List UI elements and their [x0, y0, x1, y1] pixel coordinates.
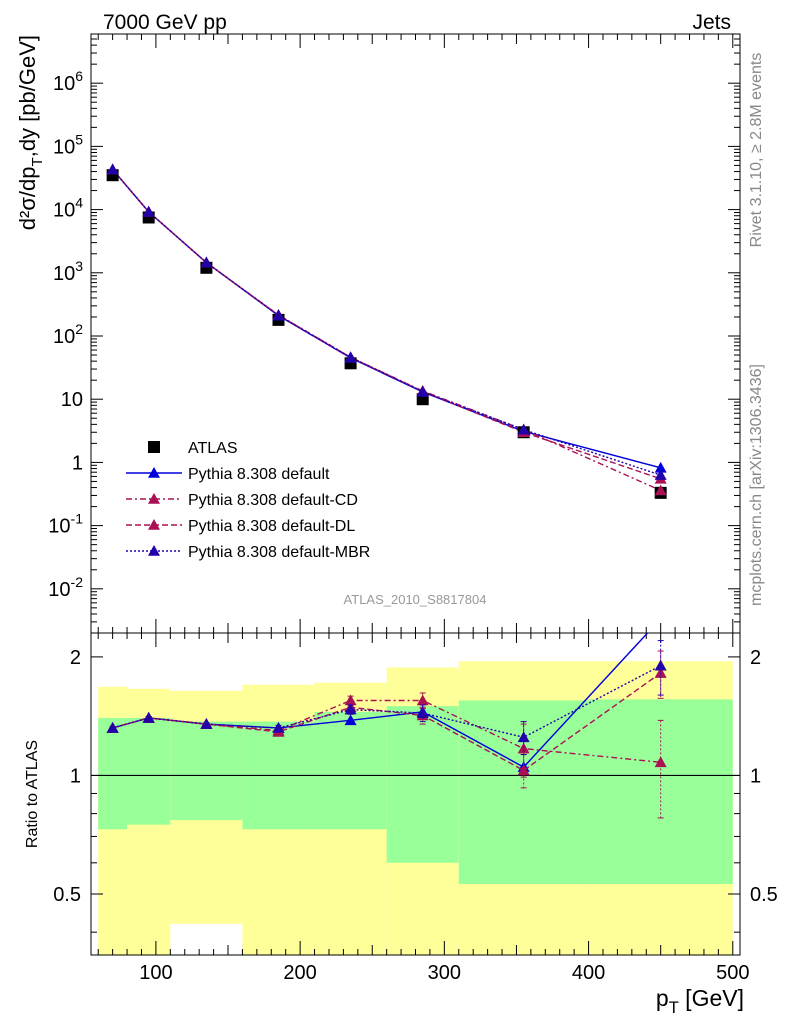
- ratio-point-3: [654, 659, 667, 671]
- rivet-label: Rivet 3.1.10, ≥ 2.8M events: [748, 53, 765, 248]
- green-band-bin: [170, 721, 243, 821]
- header-left: 7000 GeV pp: [103, 11, 227, 34]
- y-tick-label: 1: [72, 452, 83, 474]
- data-point-4: [142, 205, 155, 217]
- ratio-point-3: [416, 707, 429, 718]
- data-point-4: [654, 469, 667, 480]
- series-line-1: [112, 169, 661, 469]
- ratio-y-tick-label: 1: [70, 765, 81, 787]
- data-point-1: [654, 461, 667, 473]
- y-tick-label: 10-1: [48, 511, 83, 538]
- legend: ATLAS Pythia 8.308 default Pythia 8.308 de…: [126, 440, 370, 561]
- ratio-y-tick-label: 0.5: [53, 884, 81, 906]
- mcplots-label: mcplots.cern.ch [arXiv:1306.3436]: [748, 364, 765, 606]
- ratio-point-3: [200, 718, 213, 729]
- data-point-4: [416, 385, 429, 397]
- ratio-point-2: [517, 764, 530, 776]
- main-series-group: [106, 163, 667, 499]
- y-tick-label: 106: [53, 68, 83, 95]
- series-line-4: [112, 169, 661, 476]
- ratio-point-0: [655, 613, 667, 624]
- x-tick-label: 400: [572, 962, 605, 984]
- green-band-bin: [127, 717, 171, 825]
- ratio-line-2: [112, 672, 662, 772]
- y-tick-label: 10: [61, 389, 83, 411]
- data-point-4: [106, 163, 119, 175]
- ratio-point-3: [517, 731, 530, 743]
- ratio-point-3: [106, 721, 119, 733]
- legend-label-4: Pythia 8.308 default-MBR: [188, 544, 370, 561]
- ratio-point-0: [344, 714, 357, 726]
- ratio-point-2: [654, 667, 667, 678]
- y-tick-label: 103: [53, 258, 83, 285]
- y-tick-label: 105: [53, 131, 83, 158]
- legend-label-3: Pythia 8.308 default-DL: [188, 518, 355, 535]
- legend-marker-2: [148, 493, 160, 504]
- data-point-2: [654, 484, 667, 496]
- green-band-bin: [98, 717, 128, 830]
- data-point-4: [272, 309, 285, 321]
- data-point-4: [344, 351, 357, 363]
- ratio-line-3: [112, 665, 662, 739]
- green-band-bin: [588, 699, 733, 885]
- ratio-series-group: [106, 613, 667, 819]
- y-tick-label: 10-2: [48, 574, 83, 601]
- ratio-point-1: [517, 742, 530, 754]
- analysis-label: ATLAS_2010_S8817804: [344, 592, 487, 607]
- green-band-bin: [386, 706, 459, 863]
- legend-label-2: Pythia 8.308 default-CD: [188, 492, 358, 509]
- ratio-point-3: [142, 711, 155, 723]
- ratio-point-1: [654, 756, 667, 768]
- series-line-3: [112, 169, 661, 480]
- x-tick-label: 300: [428, 962, 461, 984]
- legend-marker-1: [148, 467, 160, 478]
- data-point-4: [517, 423, 530, 435]
- legend-label-1: Pythia 8.308 default: [188, 466, 330, 483]
- ratio-point-3: [344, 703, 357, 715]
- ratio-y-axis-label: Ratio to ATLAS: [24, 740, 41, 848]
- data-point-4: [200, 256, 213, 268]
- header-right: Jets: [692, 11, 731, 34]
- ratio-point-3: [272, 721, 285, 733]
- ratio-y-tick-label: 0.5: [750, 884, 778, 906]
- legend-marker-4: [148, 545, 160, 556]
- y-tick-label: 104: [53, 195, 83, 222]
- series-layer: [106, 163, 667, 819]
- ratio-y-tick-label: 2: [750, 647, 761, 669]
- y-tick-label: 102: [53, 321, 83, 348]
- y-axis-label: d²σ/dpT,dy [pb/GeV]: [15, 35, 46, 230]
- x-tick-label: 100: [139, 962, 172, 984]
- ratio-y-tick-label: 2: [70, 647, 81, 669]
- x-axis-label: pT [GeV]: [656, 985, 744, 1017]
- green-band-bin: [314, 711, 387, 830]
- ratio-point-1: [416, 694, 429, 706]
- legend-marker-atlas: [148, 441, 160, 453]
- legend-label-0: ATLAS: [188, 440, 238, 457]
- legend-marker-3: [148, 519, 160, 530]
- axes-frame: 10-2 10-1 1 10 102 103 104 105 106 0.5 0.5 1 1 2 2 100 2…: [15, 33, 778, 1017]
- uncertainty-bands: [98, 661, 733, 955]
- x-tick-label: 500: [716, 962, 749, 984]
- green-band-bin: [458, 700, 589, 885]
- x-tick-label: 200: [283, 962, 316, 984]
- ratio-y-tick-label: 1: [750, 765, 761, 787]
